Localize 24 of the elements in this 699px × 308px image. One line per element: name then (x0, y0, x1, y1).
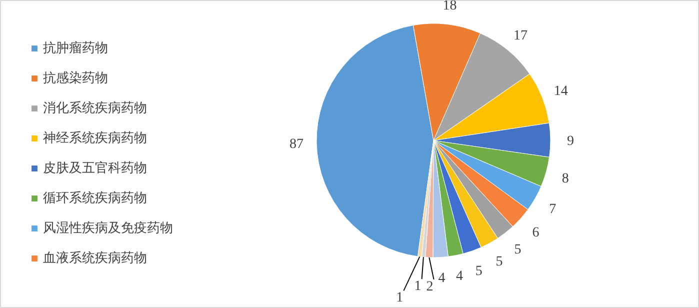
data-label: 4 (438, 271, 446, 286)
legend-label: 神经系统疾病药物 (43, 130, 147, 148)
data-label: 8 (562, 171, 569, 186)
data-label: 7 (549, 202, 556, 218)
legend-label: 抗肿瘤药物 (43, 40, 108, 58)
data-label: 5 (496, 254, 503, 270)
data-label: 87 (290, 137, 304, 152)
legend-label: 抗感染药物 (43, 70, 108, 88)
legend-label: 循环系统疾病药物 (43, 190, 147, 208)
data-label: 2 (426, 279, 434, 294)
legend-label: 血液系统疾病药物 (43, 250, 147, 268)
data-label: 5 (514, 242, 522, 258)
data-label: 9 (567, 134, 574, 150)
data-label: 5 (475, 264, 482, 279)
legend-label: 皮肤及五官科药物 (43, 160, 147, 178)
data-label: 14 (554, 84, 568, 99)
data-label: 4 (456, 269, 463, 284)
legend-label: 风湿性疾病及免疫药物 (43, 220, 173, 238)
data-label: 18 (442, 0, 457, 14)
data-label: 1 (414, 279, 422, 294)
data-label: 1 (396, 290, 404, 306)
data-label: 17 (514, 28, 528, 44)
data-label: 6 (532, 226, 540, 241)
legend-label: 消化系统疾病药物 (43, 100, 147, 118)
